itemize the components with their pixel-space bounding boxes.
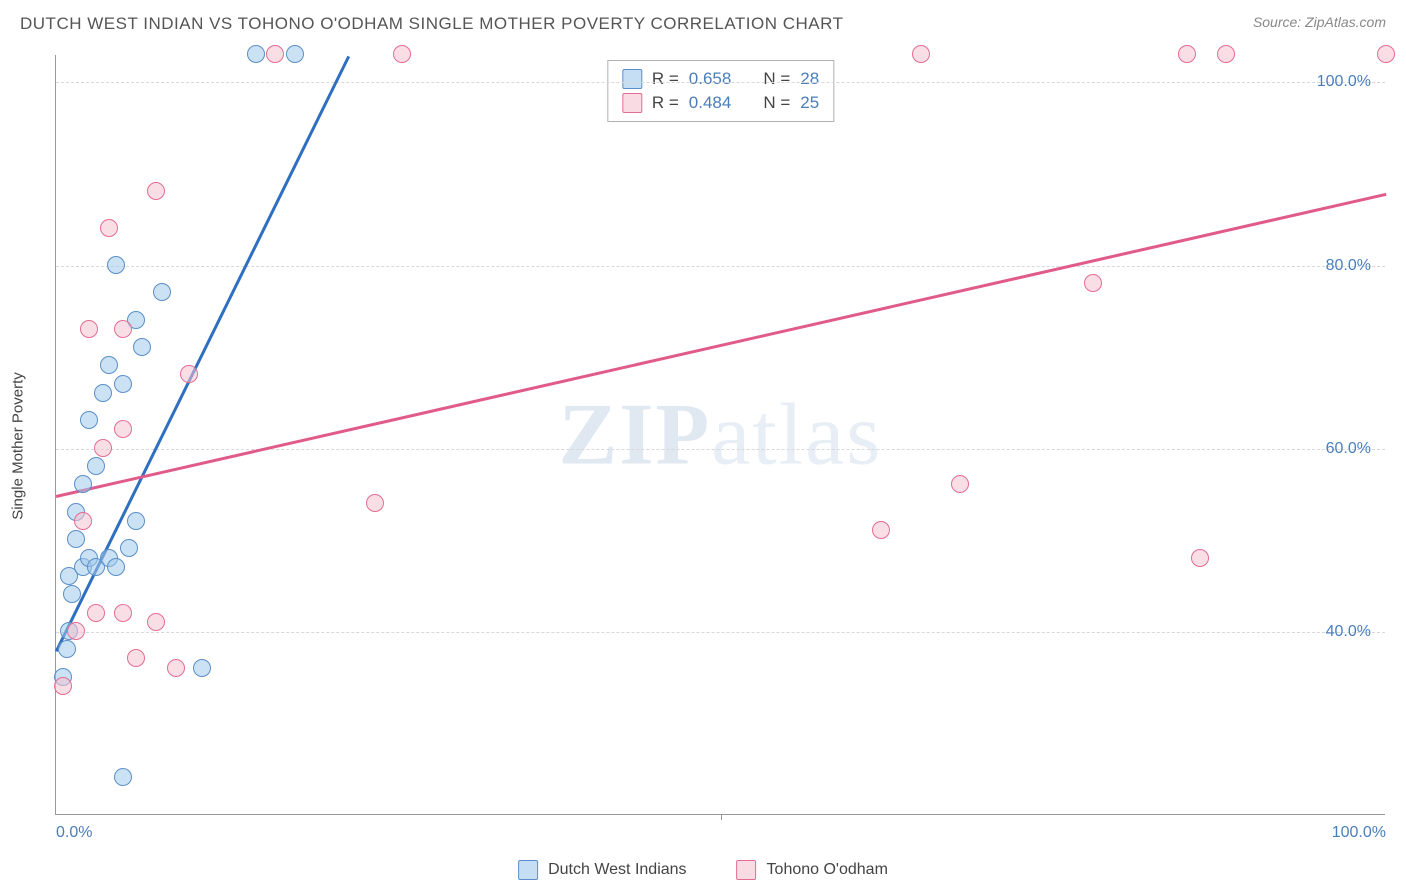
data-point	[1191, 549, 1209, 567]
data-point	[114, 604, 132, 622]
y-tick-label: 100.0%	[1317, 73, 1371, 91]
stats-row-series1: R = 0.658 N = 28	[622, 67, 819, 91]
data-point	[951, 475, 969, 493]
data-point	[912, 45, 930, 63]
scatter-plot-area: ZIPatlas R = 0.658 N = 28 R = 0.484 N = …	[55, 55, 1385, 815]
correlation-stats-box: R = 0.658 N = 28 R = 0.484 N = 25	[607, 60, 834, 122]
data-point	[193, 659, 211, 677]
bottom-legend: Dutch West Indians Tohono O'odham	[518, 860, 888, 880]
stats-row-series2: R = 0.484 N = 25	[622, 91, 819, 115]
chart-header: DUTCH WEST INDIAN VS TOHONO O'ODHAM SING…	[0, 0, 1406, 50]
data-point	[167, 659, 185, 677]
y-axis-label: Single Mother Poverty	[10, 372, 27, 520]
data-point	[366, 494, 384, 512]
data-point	[1178, 45, 1196, 63]
data-point	[67, 622, 85, 640]
data-point	[393, 45, 411, 63]
data-point	[54, 677, 72, 695]
legend-item-series1: Dutch West Indians	[518, 860, 686, 880]
data-point	[872, 521, 890, 539]
data-point	[67, 530, 85, 548]
x-tick	[721, 814, 722, 820]
data-point	[1084, 274, 1102, 292]
regression-line	[56, 192, 1387, 497]
y-tick-label: 60.0%	[1326, 440, 1371, 458]
data-point	[286, 45, 304, 63]
r-value-1: 0.658	[689, 69, 732, 89]
x-tick-label: 0.0%	[56, 824, 92, 842]
data-point	[107, 558, 125, 576]
gridline	[56, 632, 1385, 633]
swatch-icon	[622, 93, 642, 113]
watermark: ZIPatlas	[559, 384, 883, 485]
data-point	[153, 283, 171, 301]
data-point	[114, 420, 132, 438]
data-point	[107, 256, 125, 274]
data-point	[133, 338, 151, 356]
legend-item-series2: Tohono O'odham	[737, 860, 888, 880]
n-value-2: 25	[800, 93, 819, 113]
data-point	[80, 320, 98, 338]
y-tick-label: 40.0%	[1326, 623, 1371, 641]
data-point	[127, 649, 145, 667]
data-point	[1217, 45, 1235, 63]
swatch-icon	[737, 860, 757, 880]
data-point	[114, 375, 132, 393]
data-point	[94, 384, 112, 402]
data-point	[94, 439, 112, 457]
data-point	[147, 182, 165, 200]
data-point	[87, 604, 105, 622]
data-point	[247, 45, 265, 63]
data-point	[147, 613, 165, 631]
swatch-icon	[518, 860, 538, 880]
data-point	[74, 512, 92, 530]
data-point	[74, 475, 92, 493]
data-point	[87, 457, 105, 475]
data-point	[80, 411, 98, 429]
data-point	[114, 768, 132, 786]
data-point	[1377, 45, 1395, 63]
data-point	[114, 320, 132, 338]
data-point	[63, 585, 81, 603]
r-value-2: 0.484	[689, 93, 732, 113]
data-point	[120, 539, 138, 557]
n-value-1: 28	[800, 69, 819, 89]
chart-title: DUTCH WEST INDIAN VS TOHONO O'ODHAM SING…	[20, 14, 843, 33]
gridline	[56, 266, 1385, 267]
data-point	[58, 640, 76, 658]
swatch-icon	[622, 69, 642, 89]
data-point	[100, 356, 118, 374]
y-tick-label: 80.0%	[1326, 257, 1371, 275]
data-point	[266, 45, 284, 63]
source-attribution: Source: ZipAtlas.com	[1253, 14, 1386, 30]
data-point	[100, 219, 118, 237]
data-point	[127, 512, 145, 530]
gridline	[56, 82, 1385, 83]
x-tick-label: 100.0%	[1332, 824, 1386, 842]
data-point	[180, 365, 198, 383]
